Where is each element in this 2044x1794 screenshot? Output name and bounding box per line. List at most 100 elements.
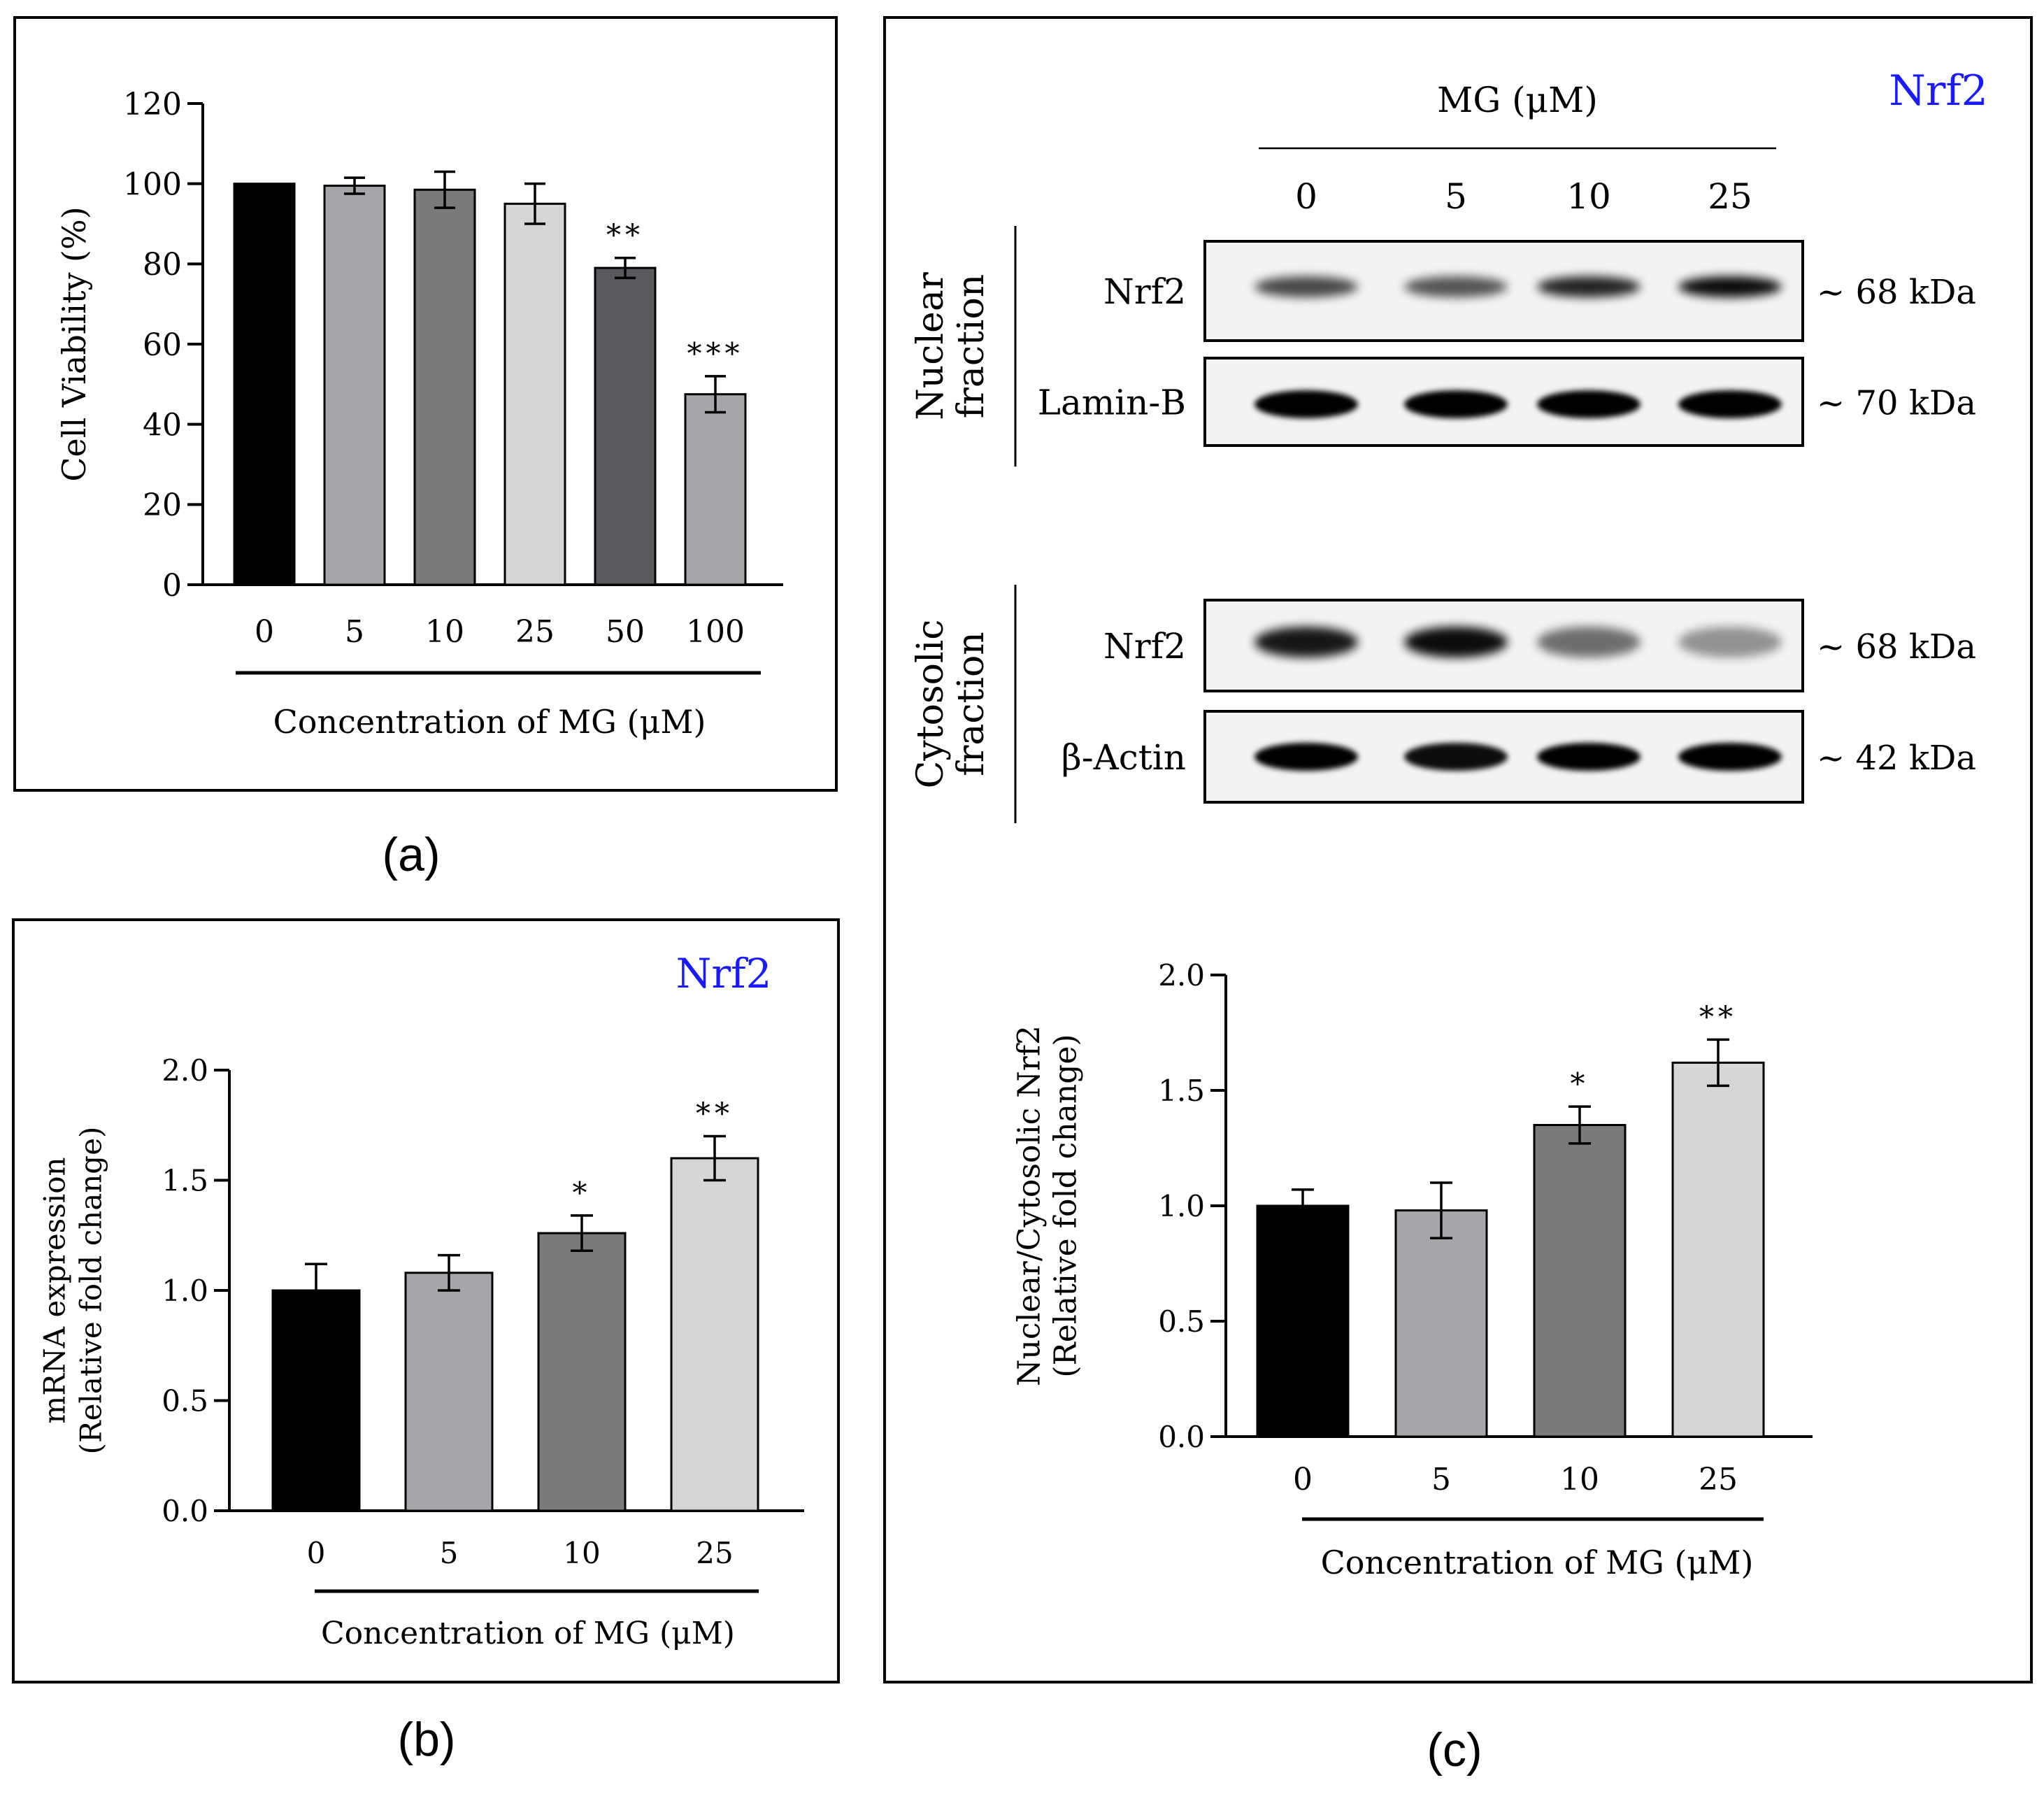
x-tick-label: 0	[307, 1536, 326, 1570]
bar	[684, 393, 747, 586]
blot-band	[1537, 743, 1641, 771]
x-axis-label: Concentration of MG (μM)	[321, 1616, 735, 1651]
bar	[233, 183, 296, 586]
blot-band	[1678, 743, 1782, 771]
y-tick-label: 0.5	[162, 1384, 208, 1418]
x-tick-label: 0	[255, 614, 274, 650]
x-tick-label: 10	[1560, 1462, 1599, 1497]
significance-label: **	[1699, 999, 1737, 1034]
blot-band	[1404, 743, 1508, 771]
y-tick-label: 1.5	[1158, 1074, 1205, 1108]
panel-c-label: (c)	[1427, 1723, 1482, 1777]
bar	[1394, 1209, 1488, 1438]
fraction-label-line: fraction	[950, 632, 992, 776]
y-axis-label: Nuclear/Cytosolic Nrf2 (Relative fold cha…	[1011, 1025, 1083, 1386]
protein-label: Nrf2	[1103, 626, 1186, 667]
significance-label: **	[606, 218, 644, 252]
x-tick-label: 100	[686, 614, 745, 650]
blot-band	[1404, 276, 1508, 297]
panel-b-label: (b)	[397, 1713, 455, 1766]
lane-label: 10	[1566, 176, 1611, 217]
x-tick-label: 25	[696, 1536, 733, 1570]
significance-label: *	[1571, 1067, 1589, 1101]
panel-a-frame	[13, 16, 838, 792]
bar	[537, 1232, 627, 1512]
protein-label: β-Actin	[1062, 737, 1186, 778]
y-tick-label: 0	[162, 568, 182, 604]
significance-label: ***	[687, 336, 744, 371]
bar	[1533, 1124, 1627, 1438]
size-label: ~ 70 kDa	[1817, 384, 1976, 423]
mrna-chart: 0.0 0.5 1.0 1.5 2.0 0 5 * 10 ** 25 Concentration of…	[38, 1053, 804, 1651]
x-tick-label: 10	[425, 614, 464, 650]
blot-band	[1404, 627, 1508, 657]
bar	[271, 1289, 361, 1512]
size-label: ~ 68 kDa	[1817, 627, 1976, 667]
y-tick-label: 0.0	[1158, 1420, 1205, 1454]
bar	[670, 1157, 759, 1512]
protein-label: Lamin-B	[1038, 383, 1186, 423]
size-label: ~ 68 kDa	[1817, 273, 1976, 312]
bar	[413, 188, 476, 586]
bar	[1256, 1204, 1350, 1438]
y-tick-label: 1.0	[162, 1274, 208, 1308]
x-tick-label: 50	[606, 614, 645, 650]
blot-band	[1255, 390, 1358, 418]
y-axis-label-line: (Relative fold change)	[1048, 1034, 1083, 1377]
y-tick-label: 0.5	[1158, 1304, 1205, 1339]
y-tick-label: 60	[143, 327, 182, 363]
y-tick-label: 20	[143, 487, 182, 523]
panel-c-frame	[883, 16, 2033, 1683]
x-axis-label: Concentration of MG (μM)	[273, 703, 706, 741]
y-axis-label: Cell Viability (%)	[55, 206, 93, 481]
y-axis-label-line: (Relative fold change)	[74, 1127, 108, 1455]
y-tick-label: 40	[143, 408, 182, 443]
lane-label: 0	[1295, 176, 1317, 217]
y-axis-label-line: Cell Viability (%)	[55, 206, 93, 481]
y-tick-label: 1.5	[162, 1164, 208, 1198]
y-tick-label: 2.0	[1158, 958, 1205, 992]
x-tick-label: 25	[515, 614, 555, 650]
blot-band	[1678, 276, 1782, 297]
y-tick-label: 120	[123, 87, 182, 122]
protein-label: Nrf2	[1103, 271, 1186, 312]
size-label: ~ 42 kDa	[1817, 739, 1976, 778]
y-axis-label: mRNA expression (Relative fold change)	[38, 1127, 108, 1455]
y-tick-label: 80	[143, 247, 182, 283]
y-tick-label: 100	[123, 167, 182, 203]
blot-band	[1255, 276, 1358, 297]
blot-band	[1678, 390, 1782, 418]
panel-b-frame	[12, 918, 840, 1683]
significance-label: *	[573, 1176, 592, 1210]
bar	[503, 202, 566, 586]
panel-b: 0.0 0.5 1.0 1.5 2.0 0 5 * 10 ** 25 Concentration of…	[12, 918, 840, 1766]
x-axis-label: Concentration of MG (μM)	[1321, 1544, 1754, 1581]
bar	[404, 1272, 494, 1512]
fraction-label-line: Cytosolic	[910, 620, 952, 789]
x-tick-label: 10	[563, 1536, 600, 1570]
bar	[1671, 1061, 1765, 1438]
blot-band	[1404, 390, 1508, 418]
y-tick-label: 0.0	[162, 1494, 208, 1528]
blot-band	[1537, 276, 1641, 297]
y-axis-label-line: mRNA expression	[38, 1157, 72, 1423]
bar	[594, 266, 657, 586]
blot-band	[1537, 627, 1641, 657]
x-tick-label: 25	[1699, 1462, 1738, 1497]
x-tick-label: 0	[1293, 1462, 1313, 1497]
bar	[323, 185, 386, 586]
y-axis-label-line: Nuclear/Cytosolic Nrf2	[1011, 1025, 1047, 1386]
panel-a-label: (a)	[382, 828, 440, 881]
blot-title: Nrf2	[1889, 66, 1988, 115]
x-tick-label: 5	[345, 614, 364, 650]
y-tick-label: 2.0	[162, 1053, 208, 1088]
lane-label: 5	[1445, 176, 1467, 217]
blot-band	[1678, 627, 1782, 657]
panel-b-title: Nrf2	[676, 950, 772, 997]
fraction-label-line: fraction	[950, 274, 992, 419]
